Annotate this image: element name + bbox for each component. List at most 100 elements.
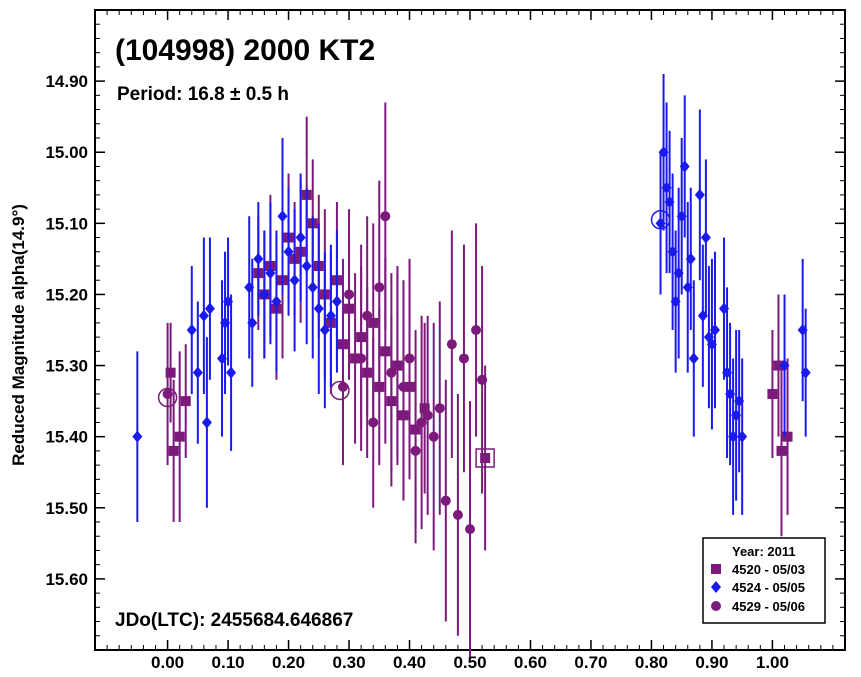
y-tick-label: 14.90	[45, 72, 88, 91]
data-point-circle	[410, 445, 421, 456]
legend-entry-4529: 4529 - 05/06	[732, 599, 805, 614]
x-tick-label: 0.30	[332, 653, 365, 672]
data-point-diamond	[198, 309, 209, 322]
x-tick-label: 0.80	[635, 653, 668, 672]
data-point-square	[480, 453, 491, 463]
data-point-diamond	[313, 302, 324, 315]
data-point-diamond	[283, 245, 294, 258]
data-point-square	[350, 353, 361, 364]
x-tick-label: 0.90	[695, 653, 728, 672]
open-circle-marker	[650, 210, 671, 230]
period-subtitle: Period: 16.8 ± 0.5 h	[117, 84, 289, 105]
y-tick-label: 15.60	[45, 570, 88, 589]
x-tick-label: 0.00	[151, 653, 184, 672]
data-point-diamond	[325, 309, 336, 322]
data-point-circle	[452, 509, 463, 520]
data-point-diamond	[132, 430, 143, 443]
data-point-circle	[428, 431, 439, 442]
data-point-diamond	[709, 324, 720, 336]
data-point-circle	[404, 353, 415, 364]
data-point-circle	[380, 211, 391, 222]
data-point-square	[419, 403, 430, 414]
data-point-circle	[362, 310, 373, 321]
data-point-square	[776, 445, 787, 456]
data-point-square	[368, 317, 379, 328]
data-point-circle	[477, 374, 488, 385]
y-tick-label: 15.50	[45, 499, 88, 518]
data-point-diamond	[800, 366, 811, 379]
data-point-diamond	[779, 359, 790, 372]
y-tick-label: 15.30	[45, 357, 88, 376]
data-point-circle	[434, 403, 445, 414]
axis-ticks: 0.00 0.10 0.20 0.30 0.40 0.50 0.60 0.70 0.80 0.90…	[45, 10, 845, 672]
data-point-diamond	[247, 316, 258, 329]
data-point-circle	[344, 289, 355, 300]
data-point-diamond	[295, 231, 306, 244]
data-point-diamond	[204, 302, 215, 315]
data-point-square	[782, 431, 793, 442]
y-axis-label: Reduced Magnitude alpha(14.9°)	[9, 204, 28, 466]
data-point-square	[168, 445, 179, 456]
data-point-diamond	[201, 416, 212, 429]
data-point-square	[165, 367, 176, 378]
x-tick-label: 1.00	[756, 653, 789, 672]
data-point-circle	[386, 367, 397, 378]
data-point-square	[180, 396, 191, 407]
data-point-diamond	[265, 267, 276, 280]
data-point-diamond	[259, 288, 270, 301]
data-point-diamond	[277, 210, 288, 223]
x-tick-label: 0.20	[272, 653, 305, 672]
data-point-diamond	[319, 324, 330, 336]
data-point-square	[174, 431, 185, 442]
data-point-circle	[162, 389, 173, 399]
data-point-circle	[392, 360, 403, 371]
data-point-square	[767, 389, 778, 399]
data-point-circle	[446, 339, 457, 350]
data-point-circle	[356, 353, 367, 364]
legend: Year: 2011 4520 - 05/03 4524 - 05/05 452…	[702, 537, 826, 624]
legend-marker-diamond	[711, 581, 721, 593]
y-tick-label: 15.10	[45, 214, 88, 233]
x-tick-label: 0.70	[574, 653, 607, 672]
legend-marker-circle	[711, 601, 721, 611]
jd-footer: JDo(LTC): 2455684.646867	[115, 610, 353, 631]
x-tick-label: 0.60	[514, 653, 547, 672]
data-point-diamond	[301, 260, 312, 272]
data-point-diamond	[685, 252, 696, 265]
data-point-diamond	[679, 160, 690, 173]
data-point-diamond	[688, 352, 699, 365]
data-point-square	[380, 346, 391, 357]
data-point-circle	[337, 381, 348, 392]
data-point-diamond	[307, 281, 318, 294]
data-point-circle	[458, 353, 469, 364]
y-tick-label: 15.00	[45, 143, 88, 162]
legend-entry-4520: 4520 - 05/03	[732, 562, 805, 577]
data-point-diamond	[289, 274, 300, 287]
legend-title: Year: 2011	[732, 544, 796, 559]
data-point-diamond	[700, 231, 711, 244]
data-point-square	[773, 360, 784, 371]
x-tick-label: 0.50	[453, 653, 486, 672]
data-point-circle	[398, 381, 409, 392]
data-point-diamond	[737, 430, 748, 443]
data-point-circle	[465, 524, 475, 535]
data-point-diamond	[186, 324, 197, 336]
data-point-diamond	[271, 295, 282, 308]
data-point-diamond	[192, 366, 203, 379]
open-circle-marker	[330, 380, 350, 401]
data-marks	[132, 74, 811, 658]
legend-entry-4524: 4524 - 05/05	[732, 580, 805, 595]
legend-marker-square	[711, 564, 721, 574]
data-point-diamond	[331, 295, 342, 308]
data-point-circle	[440, 495, 451, 506]
legend-box	[702, 537, 826, 624]
data-point-circle	[374, 282, 385, 293]
open-square-marker	[475, 448, 495, 468]
data-point-circle	[422, 410, 433, 421]
x-tick-label: 0.40	[393, 653, 426, 672]
data-point-circle	[416, 417, 427, 428]
data-point-diamond	[694, 188, 705, 201]
chart-title: (104998) 2000 KT2	[115, 34, 375, 67]
data-point-diamond	[253, 252, 264, 265]
